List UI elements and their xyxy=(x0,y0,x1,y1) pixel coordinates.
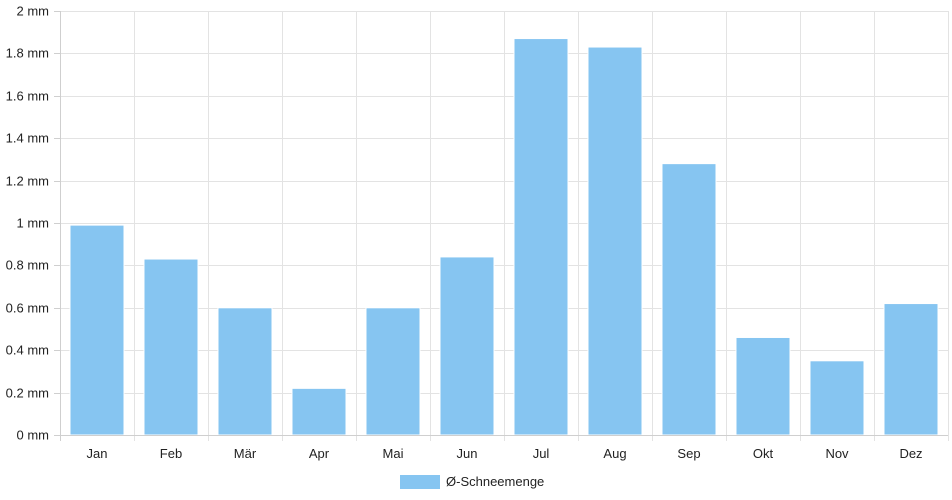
y-tick-label: 0.6 mm xyxy=(6,301,49,316)
bar-okt[interactable] xyxy=(735,336,791,436)
x-tick-label: Jul xyxy=(533,446,550,461)
bar-feb[interactable] xyxy=(143,258,199,436)
bar-aug[interactable] xyxy=(587,46,643,436)
legend-label[interactable]: Ø-Schneemenge xyxy=(446,474,544,489)
y-tick-label: 1.4 mm xyxy=(6,131,49,146)
x-tick-label: Jun xyxy=(457,446,478,461)
x-tick-label: Sep xyxy=(677,446,700,461)
axes: 0 mm 0.2 mm 0.4 mm 0.6 mm 0.8 mm 1 mm 1.2 mm 1.… xyxy=(6,4,948,461)
legend-swatch[interactable] xyxy=(400,475,440,489)
x-tick-label: Jan xyxy=(87,446,108,461)
legend[interactable]: Ø-Schneemenge xyxy=(400,474,544,489)
y-tick-label: 1 mm xyxy=(17,216,50,231)
bar-apr[interactable] xyxy=(291,387,347,436)
x-tick-label: Mai xyxy=(383,446,404,461)
bar-dez[interactable] xyxy=(883,303,939,436)
bars xyxy=(69,38,939,436)
x-tick-label: Nov xyxy=(825,446,849,461)
y-tick-label: 1.6 mm xyxy=(6,89,49,104)
x-tick-label: Dez xyxy=(899,446,922,461)
y-tick-label: 0.4 mm xyxy=(6,343,49,358)
x-tick-label: Okt xyxy=(753,446,774,461)
y-tick-label: 1.2 mm xyxy=(6,174,49,189)
grid xyxy=(60,11,949,441)
bar-nov[interactable] xyxy=(809,360,865,436)
bar-mai[interactable] xyxy=(365,307,421,436)
bar-jan[interactable] xyxy=(69,224,125,436)
x-tick-label: Aug xyxy=(603,446,626,461)
y-tick-label: 2 mm xyxy=(17,4,50,19)
x-tick-label: Feb xyxy=(160,446,182,461)
bar-mär[interactable] xyxy=(217,307,273,436)
bar-jul[interactable] xyxy=(513,38,569,436)
x-tick-label: Apr xyxy=(309,446,330,461)
bar-sep[interactable] xyxy=(661,163,717,436)
y-tick-label: 1.8 mm xyxy=(6,46,49,61)
y-tick-label: 0.2 mm xyxy=(6,386,49,401)
y-tick-label: 0 mm xyxy=(17,428,50,443)
bar-jun[interactable] xyxy=(439,256,495,436)
y-tick-label: 0.8 mm xyxy=(6,258,49,273)
x-tick-label: Mär xyxy=(234,446,257,461)
